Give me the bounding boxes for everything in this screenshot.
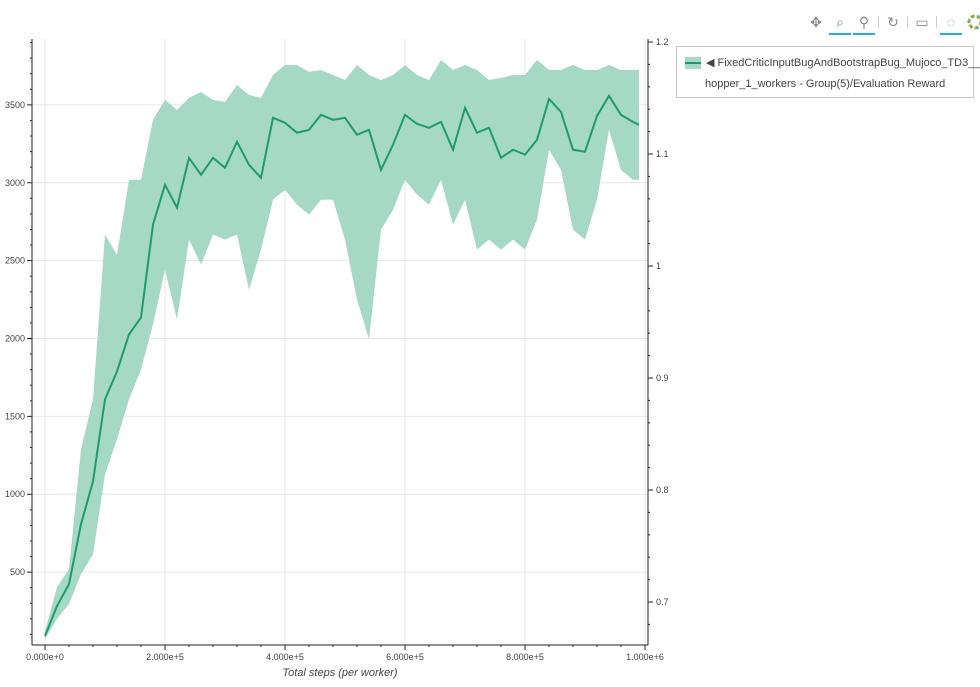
divider bbox=[936, 16, 937, 28]
y-tick-label: 1000 bbox=[5, 489, 25, 499]
crosshair-icon[interactable]: ◌ bbox=[939, 10, 963, 35]
y-tick-label: 3500 bbox=[5, 100, 25, 110]
legend: ◀ FixedCriticInputBugAndBootstrapBug_Muj… bbox=[676, 46, 980, 98]
x-tick-label: 8.000e+5 bbox=[506, 652, 544, 662]
x-axis-label: Total steps (per worker) bbox=[282, 667, 397, 679]
y2-tick-label: 1.1 bbox=[656, 149, 669, 159]
save-icon[interactable]: ▭ bbox=[915, 13, 929, 30]
reward-std-band bbox=[45, 60, 640, 640]
legend-swatch bbox=[685, 56, 701, 69]
y2-tick-label: 0.7 bbox=[656, 597, 669, 607]
y2-tick-label: 1 bbox=[656, 261, 661, 271]
legend-label-line1: ◀ FixedCriticInputBugAndBootstrapBug_Muj… bbox=[706, 57, 980, 69]
x-tick-label: 4.000e+5 bbox=[266, 652, 304, 662]
toolbar: ✥ ⌕ ⚲ ↻ ▭ ◌ bbox=[804, 10, 980, 35]
y2-tick-label: 0.8 bbox=[656, 485, 669, 495]
move-icon[interactable]: ✥ bbox=[810, 13, 822, 30]
divider bbox=[878, 16, 879, 28]
y2-tick-label: 0.9 bbox=[656, 373, 669, 383]
y-tick-label: 2500 bbox=[5, 256, 25, 266]
divider bbox=[907, 16, 908, 28]
x-tick-label: 2.000e+5 bbox=[146, 652, 184, 662]
legend-item[interactable]: ◀ FixedCriticInputBugAndBootstrapBug_Muj… bbox=[685, 56, 980, 69]
y-tick-label: 1500 bbox=[5, 411, 25, 421]
x-tick-label: 1.000e+6 bbox=[626, 652, 664, 662]
reward-mean-line bbox=[44, 93, 640, 637]
reset-icon[interactable]: ↻ bbox=[887, 13, 899, 30]
box-zoom-icon[interactable]: ⌕ bbox=[828, 10, 852, 35]
y2-tick-label: 1.2 bbox=[656, 37, 669, 47]
y-tick-label: 2000 bbox=[5, 333, 25, 343]
x-tick-label: 6.000e+5 bbox=[386, 652, 424, 662]
axes: 0.000e+0 2.000e+5 4.000e+5 6.000e+5 8.000e+5… bbox=[5, 37, 669, 662]
x-tick-label: 0.000e+0 bbox=[26, 652, 64, 662]
y-tick-label: 500 bbox=[10, 567, 25, 577]
y-tick-label: 3000 bbox=[5, 178, 25, 188]
wheel-zoom-icon[interactable]: ⚲ bbox=[852, 10, 876, 35]
bokeh-logo-icon[interactable] bbox=[963, 10, 980, 34]
legend-label-line2: hopper_1_workers - Group(5)/Evaluation R… bbox=[705, 78, 946, 90]
